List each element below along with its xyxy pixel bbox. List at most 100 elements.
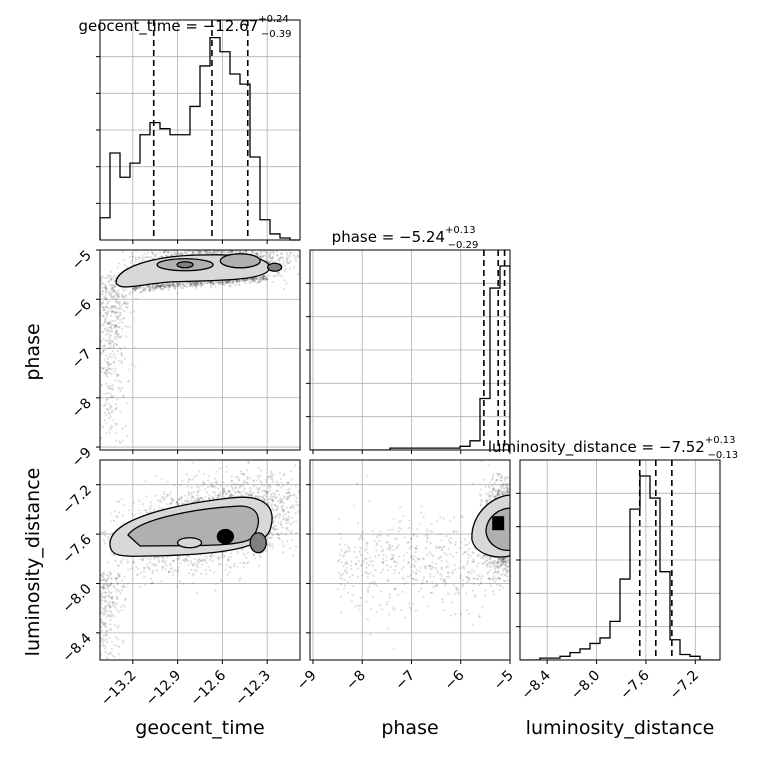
scatter-point xyxy=(261,495,264,498)
scatter-point xyxy=(102,351,105,354)
scatter-point xyxy=(230,483,234,486)
scatter-point xyxy=(255,278,258,281)
scatter-point xyxy=(223,235,225,237)
scatter-point xyxy=(243,473,246,476)
scatter-point xyxy=(314,529,316,531)
scatter-point xyxy=(196,247,198,249)
scatter-point xyxy=(231,488,234,491)
scatter-point xyxy=(280,275,283,278)
scatter-point xyxy=(189,498,192,501)
scatter-point xyxy=(269,495,272,498)
scatter-point xyxy=(169,562,172,565)
scatter-point xyxy=(214,244,216,246)
scatter-point xyxy=(167,251,170,254)
scatter-point xyxy=(184,247,186,249)
scatter-point xyxy=(149,256,152,259)
scatter-point xyxy=(209,554,212,558)
scatter-point xyxy=(197,251,200,254)
scatter-point xyxy=(128,325,131,329)
scatter-point xyxy=(137,261,141,264)
scatter-point xyxy=(295,503,298,506)
scatter-point xyxy=(120,347,123,350)
scatter-point xyxy=(271,280,274,283)
scatter-point xyxy=(238,484,242,487)
scatter-point xyxy=(196,496,200,499)
scatter-point xyxy=(165,283,168,286)
scatter-point xyxy=(124,424,128,428)
scatter-point xyxy=(100,366,104,369)
scatter-point xyxy=(157,284,161,287)
scatter-point xyxy=(159,287,163,291)
scatter-point xyxy=(242,562,245,565)
scatter-point xyxy=(169,253,172,256)
scatter-point xyxy=(96,310,98,312)
scatter-point xyxy=(171,244,173,246)
scatter-point xyxy=(255,252,259,255)
scatter-point xyxy=(245,469,248,472)
scatter-point xyxy=(326,489,328,491)
scatter-point xyxy=(121,250,124,253)
scatter-point xyxy=(107,342,110,345)
scatter-point xyxy=(246,278,249,281)
scatter-point xyxy=(270,532,273,535)
scatter-point xyxy=(209,282,212,286)
scatter-point xyxy=(175,501,179,504)
scatter-point xyxy=(121,387,124,390)
scatter-point xyxy=(208,250,211,253)
scatter-point xyxy=(102,337,105,340)
scatter-point xyxy=(224,281,227,285)
scatter-point xyxy=(282,484,285,487)
scatter-point xyxy=(227,559,230,562)
scatter-point xyxy=(109,287,112,290)
scatter-point xyxy=(110,405,113,408)
scatter-point xyxy=(230,251,233,254)
scatter-point xyxy=(154,285,158,289)
scatter-point xyxy=(251,250,254,253)
scatter-point xyxy=(108,386,111,390)
scatter-point xyxy=(148,286,152,289)
scatter-point xyxy=(235,476,238,479)
scatter-point xyxy=(326,504,328,506)
scatter-point xyxy=(113,311,116,314)
scatter-point xyxy=(123,346,126,349)
scatter-point xyxy=(104,542,107,545)
scatter-point xyxy=(258,244,260,246)
scatter-point xyxy=(143,288,146,291)
scatter-point xyxy=(271,256,274,259)
scatter-point xyxy=(263,275,266,279)
scatter-point xyxy=(268,542,272,545)
scatter-point xyxy=(192,582,195,585)
scatter-point xyxy=(277,270,280,274)
scatter-point xyxy=(103,419,106,422)
scatter-point xyxy=(207,565,210,568)
scatter-point xyxy=(318,534,320,536)
scatter-point xyxy=(286,259,289,262)
scatter-point xyxy=(271,533,275,537)
scatter-point xyxy=(265,492,268,495)
scatter-point xyxy=(107,341,111,344)
scatter-point xyxy=(204,496,207,499)
scatter-point xyxy=(164,560,167,563)
scatter-point xyxy=(246,562,249,565)
scatter-point xyxy=(293,464,297,467)
scatter-point xyxy=(109,293,112,296)
scatter-point xyxy=(278,538,281,541)
scatter-point xyxy=(107,329,110,332)
scatter-point xyxy=(189,282,192,285)
scatter-point xyxy=(252,484,256,488)
scatter-point xyxy=(86,378,88,380)
scatter-point xyxy=(167,284,170,287)
scatter-point xyxy=(149,285,152,288)
scatter-point xyxy=(153,286,156,289)
scatter-point xyxy=(102,539,105,542)
scatter-point xyxy=(195,282,199,285)
scatter-point xyxy=(118,440,121,443)
scatter-point xyxy=(148,288,151,291)
scatter-point xyxy=(110,426,113,429)
scatter-point xyxy=(270,493,273,496)
scatter-point xyxy=(101,367,104,370)
scatter-point xyxy=(278,536,281,540)
scatter-point xyxy=(111,306,114,309)
scatter-point xyxy=(102,323,105,326)
scatter-point xyxy=(195,569,198,572)
